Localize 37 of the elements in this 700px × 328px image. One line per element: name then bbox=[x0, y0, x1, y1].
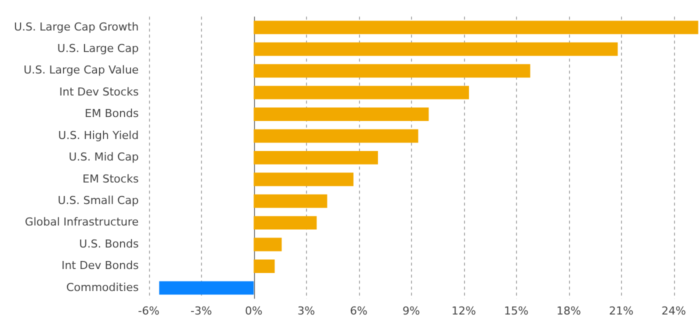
x-tick-label: 3% bbox=[297, 304, 315, 318]
y-tick-label: U.S. Bonds bbox=[79, 237, 139, 250]
x-tick-label: 18% bbox=[556, 304, 581, 318]
bar bbox=[254, 108, 429, 122]
x-tick-label: 9% bbox=[402, 304, 420, 318]
bar bbox=[254, 86, 469, 100]
bar bbox=[254, 64, 530, 78]
bar bbox=[254, 194, 328, 208]
y-tick-label: Int Dev Stocks bbox=[59, 85, 139, 98]
y-tick-label: Int Dev Bonds bbox=[61, 259, 139, 272]
y-tick-label: EM Bonds bbox=[84, 107, 139, 120]
y-tick-label: Commodities bbox=[66, 280, 139, 294]
y-tick-label: U.S. Small Cap bbox=[58, 194, 139, 207]
bar bbox=[254, 172, 354, 186]
bar bbox=[254, 238, 282, 252]
x-tick-label: 12% bbox=[451, 304, 476, 318]
x-tick-label: 21% bbox=[609, 304, 634, 318]
bar bbox=[254, 42, 618, 56]
y-tick-label: EM Stocks bbox=[82, 172, 139, 186]
y-tick-label: U.S. High Yield bbox=[58, 128, 139, 142]
bar bbox=[254, 129, 418, 143]
x-tick-label: 24% bbox=[662, 304, 686, 318]
x-tick-label: -3% bbox=[190, 304, 212, 318]
y-tick-label: U.S. Large Cap bbox=[57, 42, 139, 56]
x-tick-label: 6% bbox=[350, 304, 368, 318]
x-tick-label: 15% bbox=[504, 304, 528, 318]
y-tick-label: U.S. Mid Cap bbox=[68, 150, 139, 164]
y-tick-label: U.S. Large Cap Growth bbox=[14, 20, 139, 34]
bar bbox=[159, 281, 254, 295]
x-tick-label: -6% bbox=[138, 304, 160, 318]
bar bbox=[254, 20, 698, 34]
y-tick-label: Global Infrastructure bbox=[24, 216, 139, 229]
x-tick-label: 0% bbox=[244, 304, 262, 318]
bar bbox=[254, 260, 275, 273]
bar bbox=[254, 216, 317, 230]
y-tick-label: U.S. Large Cap Value bbox=[24, 64, 139, 77]
bar bbox=[254, 150, 378, 164]
